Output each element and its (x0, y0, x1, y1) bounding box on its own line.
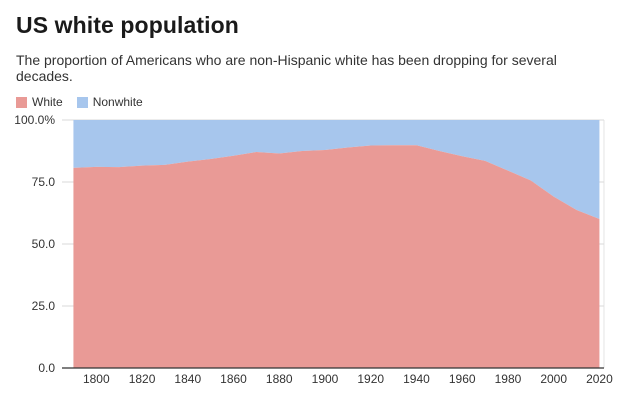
area-series-nonwhite (73, 120, 600, 219)
x-tick-label: 1980 (495, 372, 522, 386)
legend: White Nonwhite (16, 95, 157, 109)
y-tick-label: 25.0 (32, 299, 56, 313)
chart-subtitle: The proportion of Americans who are non-… (16, 52, 557, 84)
area-series-white (73, 145, 600, 368)
legend-label-white: White (32, 95, 63, 109)
x-tick-label: 1800 (83, 372, 110, 386)
legend-item-white: White (16, 95, 63, 109)
y-tick-label: 0.0 (38, 361, 55, 375)
legend-swatch-white (16, 96, 27, 108)
chart-title: US white population (16, 12, 239, 38)
y-tick-label: 50.0 (32, 237, 56, 251)
y-tick-label: 75.0 (32, 175, 56, 189)
x-tick-label: 1940 (403, 372, 430, 386)
legend-label-nonwhite: Nonwhite (92, 95, 143, 109)
legend-item-nonwhite: Nonwhite (76, 95, 143, 109)
area-layer (73, 120, 600, 368)
x-tick-label: 1920 (357, 372, 384, 386)
x-tick-label: 1820 (129, 372, 156, 386)
x-tick-label: 2000 (540, 372, 567, 386)
x-tick-label: 1900 (312, 372, 339, 386)
x-tick-label: 1860 (220, 372, 247, 386)
x-tick-label: 1840 (174, 372, 201, 386)
legend-swatch-nonwhite (76, 96, 88, 108)
axis-layer: 0.0 25.0 50.0 75.0 100.0% 1800 1820 1840 1860 188… (14, 113, 613, 386)
x-tick-label: 2020 (586, 372, 613, 386)
x-tick-label: 1960 (449, 372, 476, 386)
x-tick-label: 1880 (266, 372, 293, 386)
y-tick-label: 100.0% (14, 113, 55, 127)
